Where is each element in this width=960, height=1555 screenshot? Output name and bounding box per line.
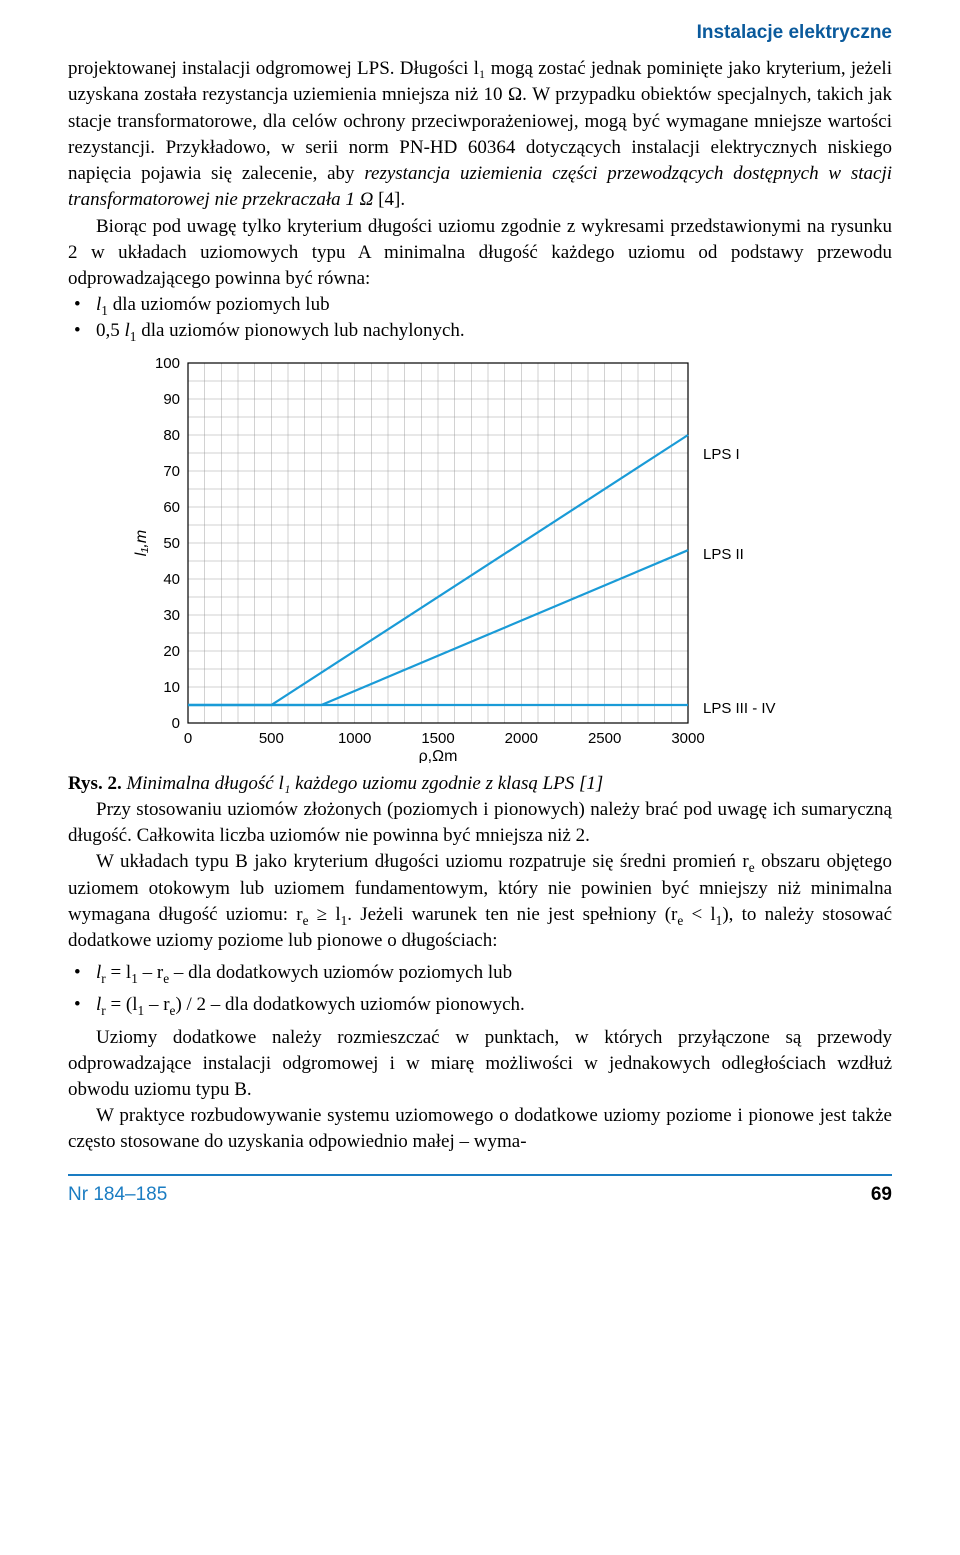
svg-text:70: 70 bbox=[163, 463, 180, 480]
svg-text:l₁,m: l₁,m bbox=[133, 529, 150, 555]
svg-text:40: 40 bbox=[163, 571, 180, 588]
caption-italic: Minimalna długość l₁ każdego uziomu zgod… bbox=[122, 773, 604, 794]
bullet-1-sub: 1 bbox=[101, 303, 108, 318]
p1-tail: [4]. bbox=[373, 189, 405, 210]
svg-text:80: 80 bbox=[163, 427, 180, 444]
svg-text:500: 500 bbox=[259, 730, 284, 747]
svg-text:50: 50 bbox=[163, 535, 180, 552]
svg-text:2000: 2000 bbox=[505, 730, 538, 747]
bullet-1-text: dla uziomów poziomych lub bbox=[113, 294, 330, 315]
b3-sub-1: 1 bbox=[131, 971, 138, 986]
svg-text:ρ,Ωm: ρ,Ωm bbox=[419, 748, 458, 763]
b4d: ) / 2 – dla dodatkowych uziomów pionowyc… bbox=[175, 994, 524, 1015]
svg-text:100: 100 bbox=[155, 355, 180, 372]
svg-text:2500: 2500 bbox=[588, 730, 621, 747]
chart-svg: 0102030405060708090100050010001500200025… bbox=[128, 353, 828, 763]
paragraph-4: W układach typu B jako kryterium długośc… bbox=[68, 849, 892, 954]
svg-text:60: 60 bbox=[163, 499, 180, 516]
p4c: ≥ l bbox=[309, 904, 341, 925]
b4c: – r bbox=[144, 994, 169, 1015]
bullet-2-text: dla uziomów pionowych lub nachylonych. bbox=[141, 320, 464, 341]
bullet-1: l1 dla uziomów poziomych lub bbox=[68, 292, 892, 318]
bullet-2: 0,5 l1 dla uziomów pionowych lub nachylo… bbox=[68, 318, 892, 344]
header-category: Instalacje elektryczne bbox=[68, 20, 892, 46]
p4a: W układach typu B jako kryterium długośc… bbox=[96, 851, 749, 872]
bullet-3: lr = l1 – re – dla dodatkowych uziomów p… bbox=[68, 960, 892, 986]
svg-text:LPS III - IV: LPS III - IV bbox=[703, 700, 776, 717]
paragraph-5: Uziomy dodatkowe należy rozmieszczać w p… bbox=[68, 1025, 892, 1104]
b3c: – r bbox=[138, 962, 163, 983]
bullet-2-sub: 1 bbox=[130, 329, 137, 344]
b3b: = l bbox=[106, 962, 132, 983]
svg-text:LPS I: LPS I bbox=[703, 446, 740, 463]
svg-text:20: 20 bbox=[163, 643, 180, 660]
paragraph-3: Przy stosowaniu uziomów złożonych (pozio… bbox=[68, 797, 892, 849]
footer: Nr 184–185 69 bbox=[68, 1182, 892, 1208]
p4d: . Jeżeli warunek ten nie jest spełniony … bbox=[347, 904, 677, 925]
b3d: – dla dodatkowych uziomów poziomych lub bbox=[169, 962, 512, 983]
caption-bold: Rys. 2. bbox=[68, 773, 122, 794]
footer-page: 69 bbox=[871, 1182, 892, 1208]
footer-issue: Nr 184–185 bbox=[68, 1182, 167, 1208]
svg-text:1000: 1000 bbox=[338, 730, 371, 747]
p4e: < l bbox=[683, 904, 715, 925]
b4b: = (l bbox=[106, 994, 138, 1015]
svg-text:3000: 3000 bbox=[671, 730, 704, 747]
paragraph-2: Biorąc pod uwagę tylko kryterium długośc… bbox=[68, 214, 892, 293]
figure-caption: Rys. 2. Minimalna długość l₁ każdego uzi… bbox=[68, 771, 892, 797]
svg-text:30: 30 bbox=[163, 607, 180, 624]
paragraph-1: projektowanej instalacji odgromowej LPS.… bbox=[68, 56, 892, 213]
bullet-4: lr = (l1 – re) / 2 – dla dodatkowych uzi… bbox=[68, 992, 892, 1018]
svg-text:0: 0 bbox=[184, 730, 192, 747]
paragraph-6: W praktyce rozbudowywanie systemu uziomo… bbox=[68, 1103, 892, 1155]
figure-2: 0102030405060708090100050010001500200025… bbox=[128, 353, 892, 763]
svg-text:1500: 1500 bbox=[421, 730, 454, 747]
svg-text:90: 90 bbox=[163, 391, 180, 408]
footer-rule bbox=[68, 1174, 892, 1176]
svg-text:LPS II: LPS II bbox=[703, 546, 744, 563]
svg-text:0: 0 bbox=[172, 715, 180, 732]
svg-text:10: 10 bbox=[163, 679, 180, 696]
